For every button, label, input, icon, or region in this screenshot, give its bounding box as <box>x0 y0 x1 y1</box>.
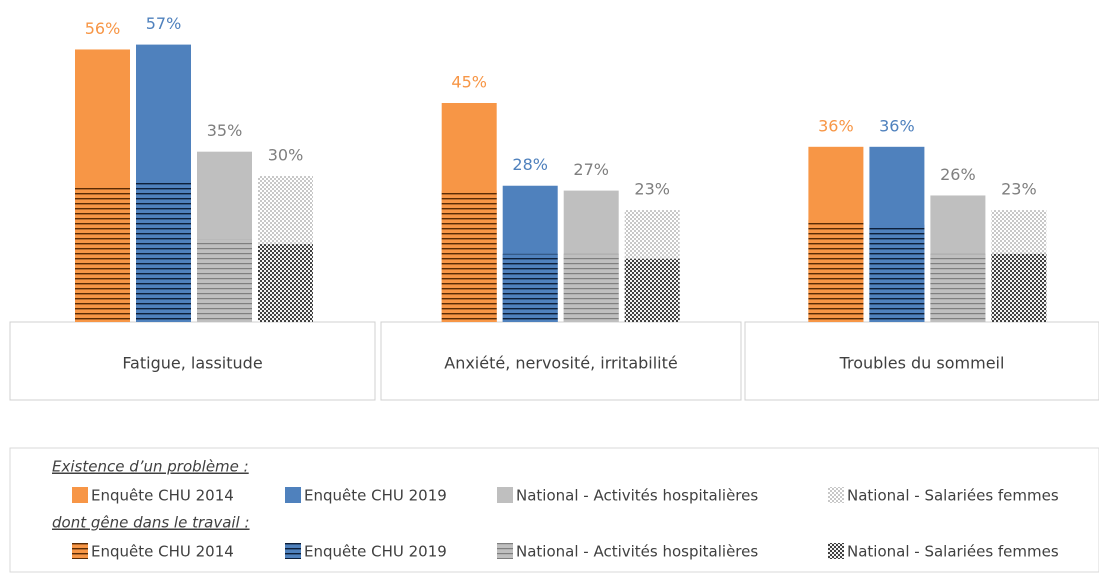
legend-label: Enquête CHU 2019 <box>304 487 447 505</box>
category-box <box>744 321 1099 401</box>
data-label: 27% <box>573 160 609 179</box>
data-label: 36% <box>818 116 854 135</box>
x-tick-label: Anxiété, nervosité, irritabilité <box>444 354 677 373</box>
legend-label: National - Salariées femmes <box>847 543 1059 561</box>
bar-gene <box>930 253 986 322</box>
legend-swatch <box>497 543 513 559</box>
data-label: 30% <box>268 146 304 165</box>
legend-title: dont gêne dans le travail : <box>52 514 250 532</box>
data-label: 23% <box>634 180 670 199</box>
legend-swatch <box>497 487 513 503</box>
data-label: 57% <box>146 14 182 33</box>
legend-swatch <box>285 487 301 503</box>
legend-label: Enquête CHU 2019 <box>304 543 447 561</box>
bar-gene <box>197 239 252 322</box>
legend-swatch <box>828 543 844 559</box>
legend-label: Enquête CHU 2014 <box>91 487 234 505</box>
bar-gene <box>136 180 191 322</box>
legend-swatch <box>828 487 844 503</box>
data-label: 56% <box>85 19 121 38</box>
data-label: 26% <box>940 165 976 184</box>
bar-gene <box>258 244 313 322</box>
bar-gene <box>502 253 558 322</box>
bar-gene <box>441 190 497 322</box>
legend-label: Enquête CHU 2014 <box>91 543 234 561</box>
category-box <box>9 321 376 401</box>
legend-box <box>9 447 1099 573</box>
x-tick-label: Troubles du sommeil <box>839 354 1005 373</box>
data-label: 23% <box>1001 180 1037 199</box>
legend-label: National - Salariées femmes <box>847 487 1059 505</box>
legend-title: Existence d’un problème : <box>52 458 249 476</box>
legend-label: National - Activités hospitalières <box>516 487 758 505</box>
bar-gene <box>75 185 130 322</box>
data-label: 28% <box>512 155 548 174</box>
bar-gene <box>563 253 619 322</box>
category-box <box>380 321 742 401</box>
legend-label: National - Activités hospitalières <box>516 543 758 561</box>
x-tick-label: Fatigue, lassitude <box>122 354 262 373</box>
bar-gene <box>869 224 925 322</box>
bar-gene <box>808 219 864 322</box>
data-label: 35% <box>207 121 243 140</box>
legend-swatch <box>72 543 88 559</box>
data-label: 45% <box>451 73 487 92</box>
bar-gene <box>624 258 680 322</box>
data-label: 36% <box>879 116 915 135</box>
legend-swatch <box>72 487 88 503</box>
legend-swatch <box>285 543 301 559</box>
bar-gene <box>991 253 1047 322</box>
